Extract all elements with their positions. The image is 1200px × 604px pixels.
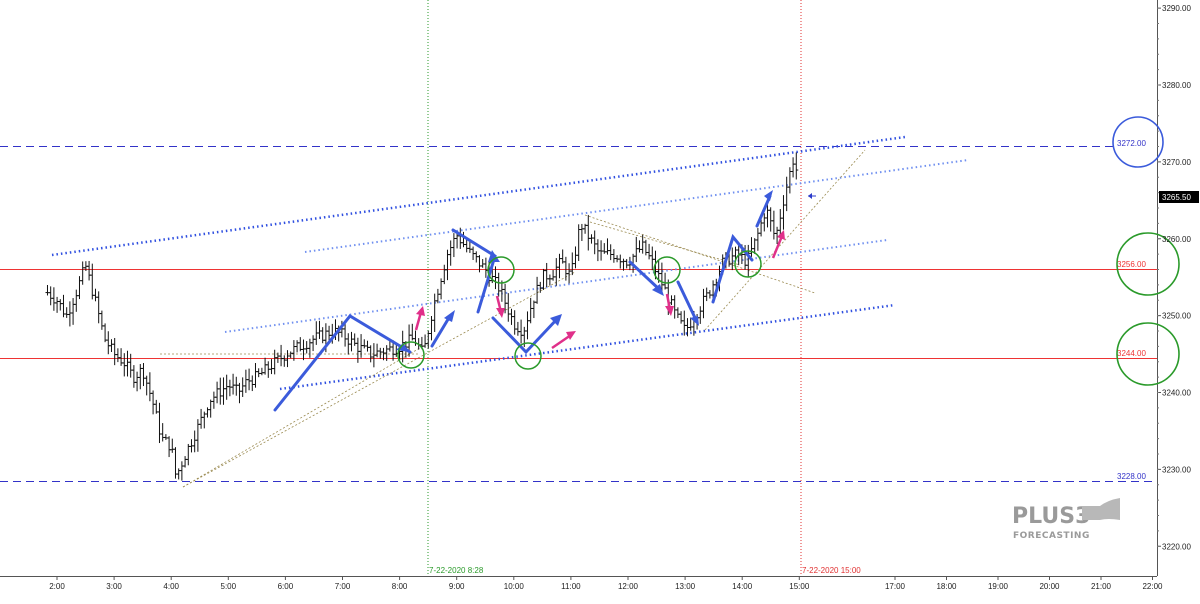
trendline-2: [182, 271, 576, 488]
logo-swoosh-icon: [1082, 498, 1120, 520]
x-tick-label: 20:00: [1039, 582, 1060, 591]
logo-subtext: FORECASTING: [1013, 531, 1090, 541]
level-3272-label: 3272.00: [1117, 139, 1146, 148]
pivot-circle: [734, 250, 762, 278]
arrowhead: [550, 314, 562, 326]
wave-3: [491, 316, 560, 355]
arrowhead: [652, 284, 664, 296]
pink-arrow: [771, 235, 784, 259]
last-price-label: 3265.50: [1162, 193, 1191, 202]
x-tick-label: 10:00: [504, 582, 525, 591]
y-tick-label: 3280.00: [1162, 81, 1191, 90]
x-tick-label: 18:00: [936, 582, 957, 591]
y-tick-label: 3260.00: [1162, 235, 1191, 244]
level-3244-label: 3244.00: [1117, 349, 1146, 358]
x-tick-label: 7:00: [335, 582, 351, 591]
arrowhead: [690, 316, 699, 326]
x-tick-label: 13:00: [675, 582, 696, 591]
pink-arrow: [414, 311, 423, 331]
arrowhead: [488, 250, 500, 262]
ohlc-bar: [794, 152, 799, 180]
x-tick-label: 17:00: [885, 582, 906, 591]
x-tick-label: 22:00: [1142, 582, 1163, 591]
y-tick-label: 3240.00: [1162, 389, 1191, 398]
wave-4a: [628, 260, 662, 292]
last-price-marker: 3265.50: [808, 191, 1199, 203]
last-price-box: [1159, 191, 1199, 203]
last-price-arrow: [808, 193, 812, 199]
y-tick-label: 3290.00: [1162, 4, 1191, 13]
x-axis: 2:00 3:00 4:00 5:00 6:00 7:00 8:00 9:00 10:00 11:…: [49, 576, 1163, 591]
x-tick-label: 8:00: [392, 582, 408, 591]
arrowhead: [764, 190, 773, 201]
support-circle-3256: [1116, 232, 1180, 296]
wave-4b: [676, 280, 699, 324]
brand-logo: PLUS3 FORECASTING: [1012, 498, 1120, 541]
wave-arrowheads: [396, 190, 773, 352]
pivot-circle: [397, 341, 425, 369]
wave-annotations: [273, 194, 772, 412]
arrowhead: [444, 310, 455, 322]
wave-5: [711, 233, 754, 304]
arrowhead: [496, 308, 505, 318]
wave-2a: [430, 314, 452, 348]
channel-mid-lower-line: [224, 239, 888, 333]
pivot-circle: [653, 256, 681, 284]
arrowhead: [777, 230, 785, 240]
logo-text: PLUS3: [1012, 504, 1090, 529]
arrowhead: [416, 306, 425, 316]
x-tick-label: 19:00: [988, 582, 1009, 591]
support-circle-3244: [1116, 322, 1180, 386]
x-tick-label: 5:00: [221, 582, 237, 591]
y-tick-label: 3220.00: [1162, 542, 1191, 551]
level-3256-label: 3256.00: [1117, 260, 1146, 269]
pivot-circle: [514, 342, 542, 370]
y-axis: 3220.00 3230.00 3240.00 3250.00 3260.00 3270.…: [1157, 4, 1191, 551]
level-3272-box: [1114, 137, 1156, 149]
x-tick-label: 4:00: [163, 582, 179, 591]
x-tick-label: 21:00: [1091, 582, 1112, 591]
x-tick-label: 9:00: [449, 582, 465, 591]
wave-6: [755, 194, 772, 228]
arrowhead: [665, 306, 674, 316]
y-tick-label: 3230.00: [1162, 465, 1191, 474]
trendline-4: [584, 214, 816, 294]
x-tick-label: 11:00: [561, 582, 581, 591]
x-tick-label: 15:00: [789, 582, 810, 591]
pivot-circles: [397, 250, 762, 370]
wave-1: [273, 314, 412, 412]
target-circle-3272: [1112, 116, 1164, 168]
momentum-arrowheads: [416, 230, 785, 340]
pivot-circle: [487, 256, 515, 284]
x-tick-label: 2:00: [49, 582, 65, 591]
x-tick-label: 14:00: [732, 582, 753, 591]
trendline-1: [182, 344, 426, 488]
price-bars: [45, 152, 799, 481]
pink-arrow: [551, 333, 572, 350]
y-tick-label: 3250.00: [1162, 312, 1191, 321]
arrowhead: [566, 331, 576, 340]
annotation-end-label: 7-22-2020 15:00: [802, 566, 861, 575]
x-tick-label: 6:00: [278, 582, 294, 591]
x-tick-label: 12:00: [618, 582, 639, 591]
y-tick-label: 3270.00: [1162, 158, 1191, 167]
annotation-start-label: 7-22-2020 8:28: [429, 566, 484, 575]
x-tick-label: 3:00: [106, 582, 122, 591]
level-3228-label: 3228.00: [1117, 472, 1146, 481]
